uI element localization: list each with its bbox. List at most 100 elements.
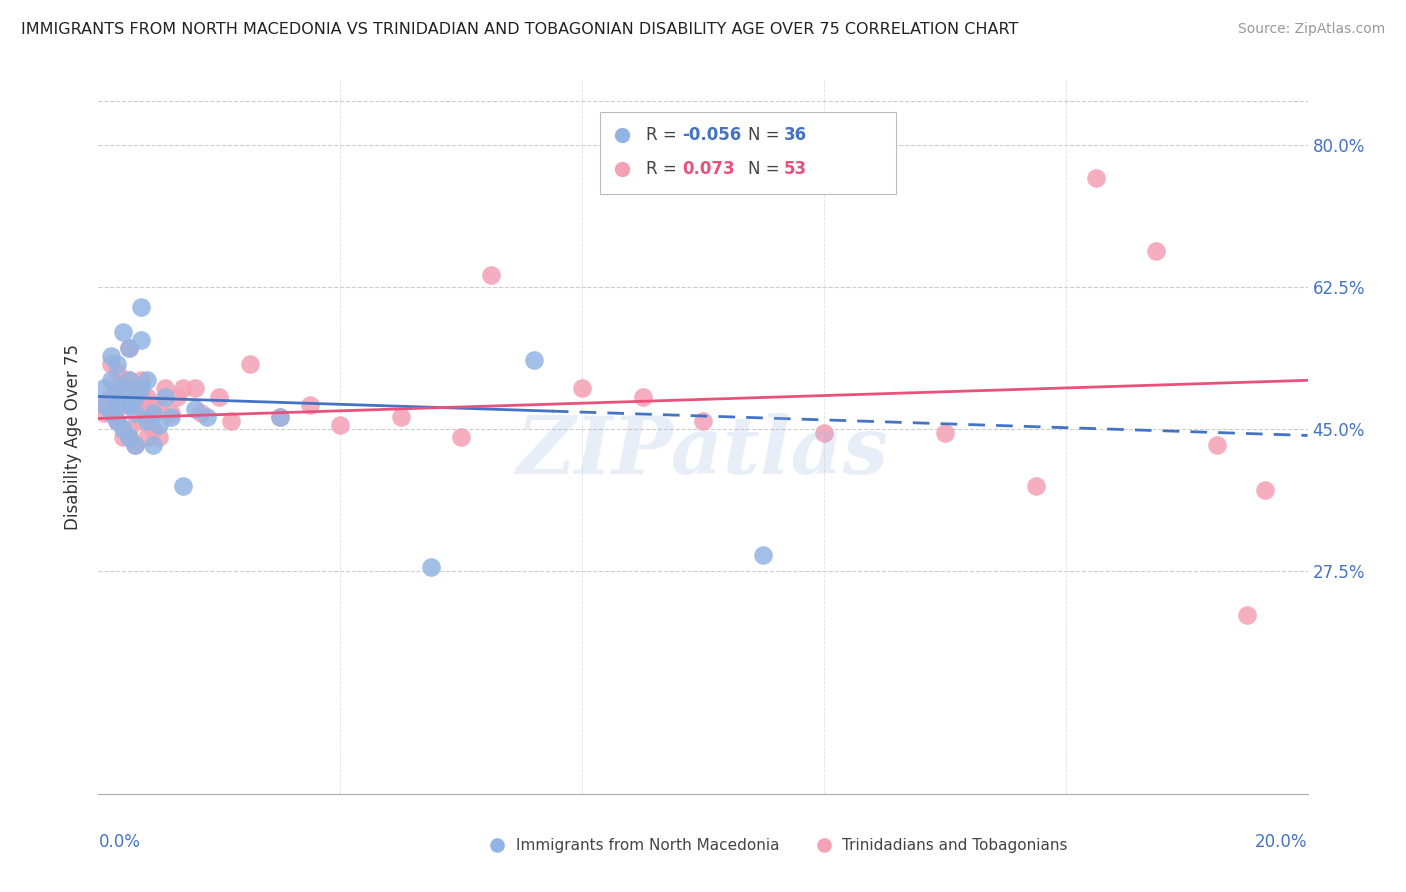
Point (111, 398, 134, 412)
Point (105, 390, 128, 404)
Point (166, 390, 188, 404)
Point (129, 390, 152, 404)
Point (190, 406, 212, 420)
Point (142, 422, 165, 436)
Point (142, 406, 165, 420)
Text: N =: N = (748, 161, 785, 178)
Point (118, 341, 141, 355)
Point (105, 398, 128, 412)
Point (100, 390, 122, 404)
Point (239, 357, 262, 371)
Point (450, 430, 472, 444)
Point (111, 381, 134, 395)
Point (299, 398, 322, 412)
Point (129, 373, 152, 387)
Text: 0.0%: 0.0% (98, 833, 141, 851)
Point (813, 425, 835, 440)
Point (100, 357, 122, 371)
Point (118, 341, 141, 355)
Point (118, 422, 141, 436)
Point (124, 390, 146, 404)
Text: 36: 36 (785, 127, 807, 145)
Point (571, 381, 593, 395)
Point (124, 438, 146, 452)
Point (523, 353, 546, 368)
Point (1024, 479, 1046, 493)
Point (111, 373, 134, 387)
Point (105, 365, 128, 379)
Point (934, 425, 956, 440)
Text: IMMIGRANTS FROM NORTH MACEDONIA VS TRINIDADIAN AND TOBAGONIAN DISABILITY AGE OVE: IMMIGRANTS FROM NORTH MACEDONIA VS TRINI… (21, 22, 1018, 37)
Text: -0.056: -0.056 (682, 127, 742, 145)
Point (172, 479, 194, 493)
Point (135, 373, 157, 387)
Text: 0.073: 0.073 (682, 161, 735, 178)
Point (135, 390, 157, 404)
Point (105, 414, 128, 428)
Point (111, 422, 134, 436)
Point (184, 381, 207, 395)
Point (752, 548, 775, 562)
Point (195, 409, 218, 424)
Point (129, 333, 152, 347)
Point (160, 409, 183, 424)
Point (135, 414, 157, 428)
Point (160, 406, 183, 420)
Text: Trinidadians and Tobagonians: Trinidadians and Tobagonians (842, 838, 1067, 853)
Point (1085, 170, 1108, 185)
Point (111, 325, 134, 339)
FancyBboxPatch shape (600, 112, 897, 194)
Point (481, 268, 503, 282)
Point (93, 406, 115, 420)
Point (153, 390, 176, 404)
Point (124, 438, 146, 452)
Point (269, 409, 291, 424)
Point (1254, 483, 1277, 497)
Point (100, 406, 122, 420)
Point (105, 414, 128, 428)
Text: ZIPatlas: ZIPatlas (517, 413, 889, 490)
Point (129, 381, 152, 395)
Point (142, 438, 165, 452)
Y-axis label: Disability Age Over 75: Disability Age Over 75 (65, 344, 83, 530)
Point (184, 401, 207, 416)
Point (105, 381, 128, 395)
Point (153, 381, 176, 395)
Text: N =: N = (748, 127, 785, 145)
Point (93, 398, 115, 412)
Point (208, 390, 231, 404)
Point (118, 398, 141, 412)
Point (420, 559, 443, 574)
Point (129, 301, 152, 315)
Point (118, 373, 141, 387)
Point (124, 398, 146, 412)
Point (1206, 438, 1229, 452)
Point (148, 398, 170, 412)
Point (692, 414, 714, 428)
Point (1144, 244, 1167, 258)
Point (135, 430, 157, 444)
Point (142, 398, 165, 412)
Point (93, 398, 115, 412)
Point (100, 373, 122, 387)
Point (269, 409, 291, 424)
Text: Immigrants from North Macedonia: Immigrants from North Macedonia (516, 838, 779, 853)
Point (389, 409, 412, 424)
Point (148, 430, 170, 444)
Point (129, 414, 152, 428)
Text: 53: 53 (785, 161, 807, 178)
Point (148, 417, 170, 432)
Text: R =: R = (647, 127, 682, 145)
Point (172, 381, 194, 395)
Point (631, 390, 654, 404)
Point (1236, 608, 1258, 623)
Point (105, 357, 128, 371)
Text: R =: R = (647, 161, 682, 178)
Point (93, 381, 115, 395)
Text: Source: ZipAtlas.com: Source: ZipAtlas.com (1237, 22, 1385, 37)
Point (124, 381, 146, 395)
Text: 20.0%: 20.0% (1256, 833, 1308, 851)
Point (124, 406, 146, 420)
Point (221, 414, 243, 428)
Point (329, 417, 352, 432)
